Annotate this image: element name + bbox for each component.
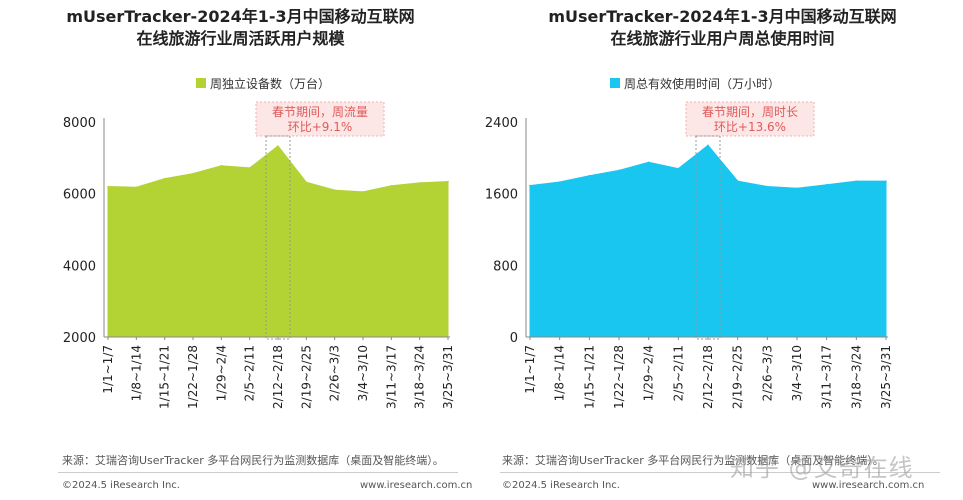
data-point	[390, 184, 393, 187]
x-tick-label: 2/5~2/11	[671, 345, 685, 401]
x-tick-label: 3/4~3/10	[790, 345, 804, 401]
watermark: 知乎 @艾奇在线	[730, 454, 914, 482]
data-point	[529, 184, 531, 187]
site-link[interactable]: www.iresearch.com.cn	[360, 480, 473, 491]
annotation-label: 春节期间，周流量	[272, 105, 368, 119]
data-point	[707, 144, 709, 147]
x-tick-label: 2/19~2/25	[731, 345, 745, 409]
chart-title: mUserTracker-2024年1-3月中国移动互联网 在线旅游行业用户周总…	[482, 6, 963, 50]
copyright: ©2024.5 iResearch Inc.	[502, 480, 620, 491]
data-point	[305, 181, 308, 183]
area-chart-right: 周总有效使用时间（万小时） 0 800 1600 2400 1/1~1/7 1/8~1/14…	[485, 76, 893, 409]
legend-label: 周总有效使用时间（万小时）	[624, 76, 780, 91]
y-tick-label: 8000	[63, 116, 96, 131]
y-tick-label: 800	[493, 259, 518, 274]
annotation-box	[685, 101, 815, 137]
y-tick-label: 1600	[485, 188, 518, 203]
x-tick-label: 3/18~3/24	[849, 345, 863, 409]
legend-label: 周独立设备数（万台）	[210, 76, 330, 91]
data-point	[885, 180, 887, 182]
x-tick-label: 1/29~2/4	[214, 345, 228, 401]
y-tick-label: 4000	[63, 259, 96, 274]
x-tick-label: 1/15~1/21	[582, 345, 596, 409]
highlight-column	[695, 135, 721, 340]
x-tick-label: 1/29~2/4	[642, 345, 656, 401]
chart-panel-left: mUserTracker-2024年1-3月中国移动互联网 在线旅游行业周活跃用…	[0, 0, 481, 500]
annotation-label: 环比+13.6%	[714, 120, 786, 134]
data-point	[418, 182, 421, 184]
annotation-box	[255, 101, 385, 137]
data-point	[618, 169, 620, 172]
data-point	[362, 191, 364, 193]
data-point	[248, 167, 251, 169]
source-note: 来源：艾瑞咨询UserTracker 多平台网民行为监测数据库（桌面及智能终端）…	[502, 454, 884, 467]
data-point	[163, 177, 166, 180]
data-point	[588, 174, 591, 177]
x-tick-label: 2/12~2/18	[271, 345, 285, 409]
y-tick-label: 0	[510, 331, 518, 346]
x-tick-label: 1/8~1/14	[129, 345, 143, 401]
source-note: 来源：艾瑞咨询UserTracker 多平台网民行为监测数据库（桌面及智能终端）…	[62, 454, 444, 467]
data-point	[825, 183, 828, 186]
x-tick-label: 2/26~3/3	[760, 345, 774, 401]
chart-title-line: 在线旅游行业用户周总使用时间	[610, 29, 835, 48]
chart-title: mUserTracker-2024年1-3月中国移动互联网 在线旅游行业周活跃用…	[0, 6, 481, 50]
annotation-label: 环比+9.1%	[288, 120, 353, 134]
x-tick-label: 3/4~3/10	[356, 345, 370, 401]
x-tick-label: 1/1~1/7	[101, 345, 115, 394]
series-area	[529, 144, 887, 338]
x-tick-label: 1/1~1/7	[523, 345, 537, 394]
data-point	[447, 180, 449, 183]
y-tick-label: 2000	[63, 331, 96, 346]
x-tick-label: 1/8~1/14	[553, 345, 567, 401]
data-point	[677, 167, 680, 170]
data-point	[736, 180, 739, 182]
chart-title-line: mUserTracker-2024年1-3月中国移动互联网	[66, 7, 415, 26]
x-tick-label: 3/11~3/17	[820, 345, 834, 409]
data-point	[647, 161, 650, 164]
data-point	[192, 172, 194, 175]
divider	[500, 472, 940, 473]
area-chart-left: 周独立设备数（万台） 2000 4000 6000 8000 1/1~1/7 1/8~1/1…	[63, 76, 455, 409]
site-link[interactable]: www.iresearch.com.cn	[812, 480, 925, 491]
data-point	[558, 181, 561, 183]
x-tick-label: 3/25~3/31	[441, 345, 455, 409]
data-point	[135, 186, 138, 189]
y-tick-label: 6000	[63, 188, 96, 203]
x-tick-label: 1/22~1/28	[186, 345, 200, 409]
highlight-column	[265, 135, 291, 340]
x-tick-label: 1/15~1/21	[158, 345, 172, 409]
legend-swatch	[196, 78, 206, 88]
y-tick-label: 2400	[485, 116, 518, 131]
chart-title-line: mUserTracker-2024年1-3月中国移动互联网	[548, 7, 897, 26]
chart-panel-right: mUserTracker-2024年1-3月中国移动互联网 在线旅游行业用户周总…	[482, 0, 963, 500]
data-point	[796, 187, 798, 190]
copyright: ©2024.5 iResearch Inc.	[62, 480, 180, 491]
x-tick-label: 2/19~2/25	[299, 345, 313, 409]
data-point	[855, 180, 858, 182]
x-tick-label: 3/11~3/17	[384, 345, 398, 409]
x-tick-label: 2/26~3/3	[328, 345, 342, 401]
data-point	[277, 145, 279, 147]
legend-swatch	[610, 78, 620, 88]
chart-title-line: 在线旅游行业周活跃用户规模	[136, 29, 345, 48]
data-point	[107, 185, 109, 188]
data-point	[766, 185, 769, 188]
divider	[58, 472, 458, 473]
annotation-label: 春节期间，周时长	[702, 105, 798, 119]
x-tick-label: 2/5~2/11	[243, 345, 257, 401]
x-tick-label: 2/12~2/18	[701, 345, 715, 409]
x-tick-label: 1/22~1/28	[612, 345, 626, 409]
data-point	[220, 164, 223, 167]
x-tick-label: 3/18~3/24	[413, 345, 427, 409]
x-tick-label: 3/25~3/31	[879, 345, 893, 409]
series-area	[107, 145, 449, 338]
data-point	[333, 189, 336, 191]
